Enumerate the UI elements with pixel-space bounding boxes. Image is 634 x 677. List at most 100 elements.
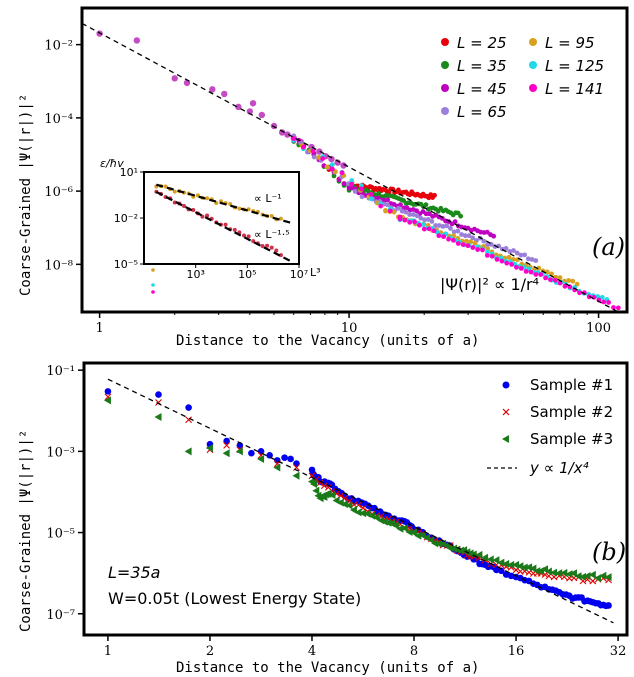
- data-point: [184, 447, 192, 456]
- data-point: [249, 100, 257, 107]
- data-point: [459, 232, 464, 237]
- data-point: [458, 213, 464, 219]
- inset-y-tick-label: 10¹: [120, 166, 138, 179]
- data-point: [544, 269, 550, 275]
- x-tick-label: 100: [586, 321, 611, 336]
- panel-a-fit-line: [81, 22, 619, 313]
- y-tick-label: 10⁻⁵: [46, 527, 75, 542]
- data-point: [606, 300, 612, 305]
- legend-fit-label: y ∝ 1/x⁴: [529, 459, 589, 477]
- data-point: [339, 170, 345, 176]
- panel-b-frame: [82, 361, 629, 637]
- data-point: [291, 136, 297, 142]
- data-point: [340, 500, 348, 509]
- legend-marker: [529, 61, 537, 69]
- inset-x-tick-label: 10⁷: [290, 268, 308, 281]
- panel-a-y-ticks: 10⁻² 10⁻⁴ 10⁻⁶ 10⁻⁸: [44, 39, 82, 273]
- panel-a-points: [96, 30, 621, 311]
- data-point: [485, 242, 490, 247]
- data-point: [414, 531, 422, 540]
- data-point: [566, 278, 571, 283]
- legend-marker: [502, 381, 510, 389]
- panel-a-x-ticks: 1 10 100: [95, 312, 611, 336]
- data-point: [431, 228, 437, 234]
- data-point: [506, 254, 512, 260]
- inset-point: [237, 206, 242, 211]
- inset-point: [265, 243, 270, 248]
- data-point: [354, 508, 362, 517]
- data-point: [312, 486, 320, 495]
- data-point: [320, 156, 326, 161]
- data-point: [358, 186, 364, 192]
- data-point: [433, 223, 439, 228]
- data-point: [133, 37, 141, 44]
- data-point: [529, 257, 535, 262]
- data-point: [497, 558, 505, 567]
- inset-point: [182, 203, 187, 208]
- data-point: [397, 216, 403, 222]
- data-point: [407, 219, 413, 225]
- data-point: [601, 299, 607, 305]
- inset-point: [205, 196, 210, 201]
- data-point: [407, 212, 413, 217]
- data-point: [503, 246, 509, 251]
- data-point: [185, 416, 192, 424]
- data-point: [528, 269, 534, 275]
- inset-fit-line-2: [155, 190, 294, 264]
- data-point: [492, 556, 500, 565]
- data-point: [154, 413, 162, 422]
- data-point: [522, 252, 528, 258]
- data-point: [417, 222, 422, 228]
- legend-label: L = 125: [545, 57, 604, 75]
- data-point: [592, 599, 599, 607]
- panel-b: 1 2 4 8 16 32 10⁻¹ 10⁻³ 10⁻⁵ 10⁻⁷ Distance to th…: [18, 361, 629, 676]
- data-point: [402, 217, 408, 223]
- data-point: [222, 449, 230, 458]
- data-point: [314, 491, 322, 500]
- panel-b-points: [103, 388, 612, 610]
- panel-b-annotation-size: L=35a: [108, 563, 160, 582]
- panel-a-label: (a): [592, 233, 625, 261]
- data-point: [516, 562, 524, 571]
- panel-b-y-label: Coarse-Grained |Ψ(|r|)|²: [18, 430, 34, 632]
- data-point: [380, 517, 388, 526]
- data-point: [455, 241, 461, 246]
- data-point: [341, 181, 347, 187]
- inset-point: [232, 227, 237, 232]
- y-tick-label: 10⁻⁸: [44, 258, 73, 273]
- y-tick-label: 10⁻¹: [46, 364, 75, 379]
- panel-b-label: (b): [592, 538, 626, 566]
- data-point: [504, 260, 510, 266]
- data-point: [427, 211, 432, 217]
- data-point: [452, 219, 458, 225]
- data-point: [570, 278, 576, 284]
- data-point: [209, 86, 216, 93]
- data-point: [507, 560, 515, 569]
- data-point: [345, 501, 353, 510]
- data-point: [378, 203, 384, 209]
- data-point: [391, 521, 399, 530]
- inset-x-tick-label: 10⁵: [238, 268, 256, 281]
- data-point: [372, 513, 380, 522]
- data-point: [316, 148, 323, 155]
- data-point: [481, 553, 489, 562]
- data-point: [185, 404, 192, 411]
- data-point: [465, 243, 471, 249]
- x-tick-label: 1: [95, 321, 103, 336]
- data-point: [349, 181, 355, 187]
- data-point: [422, 217, 427, 223]
- legend-label: L = 65: [457, 103, 507, 121]
- data-point: [464, 238, 469, 244]
- data-point: [543, 275, 548, 281]
- inset-x-tick-label: 10³: [186, 268, 204, 281]
- data-point: [579, 572, 586, 581]
- data-point: [223, 442, 231, 449]
- data-point: [502, 559, 510, 568]
- data-point: [494, 257, 500, 262]
- data-point: [599, 571, 607, 580]
- data-point: [574, 572, 582, 581]
- data-point: [410, 212, 416, 217]
- inset-y-tick-label: 10⁻⁵: [114, 258, 138, 271]
- legend-label: L = 95: [545, 34, 595, 52]
- inset-point: [274, 248, 279, 253]
